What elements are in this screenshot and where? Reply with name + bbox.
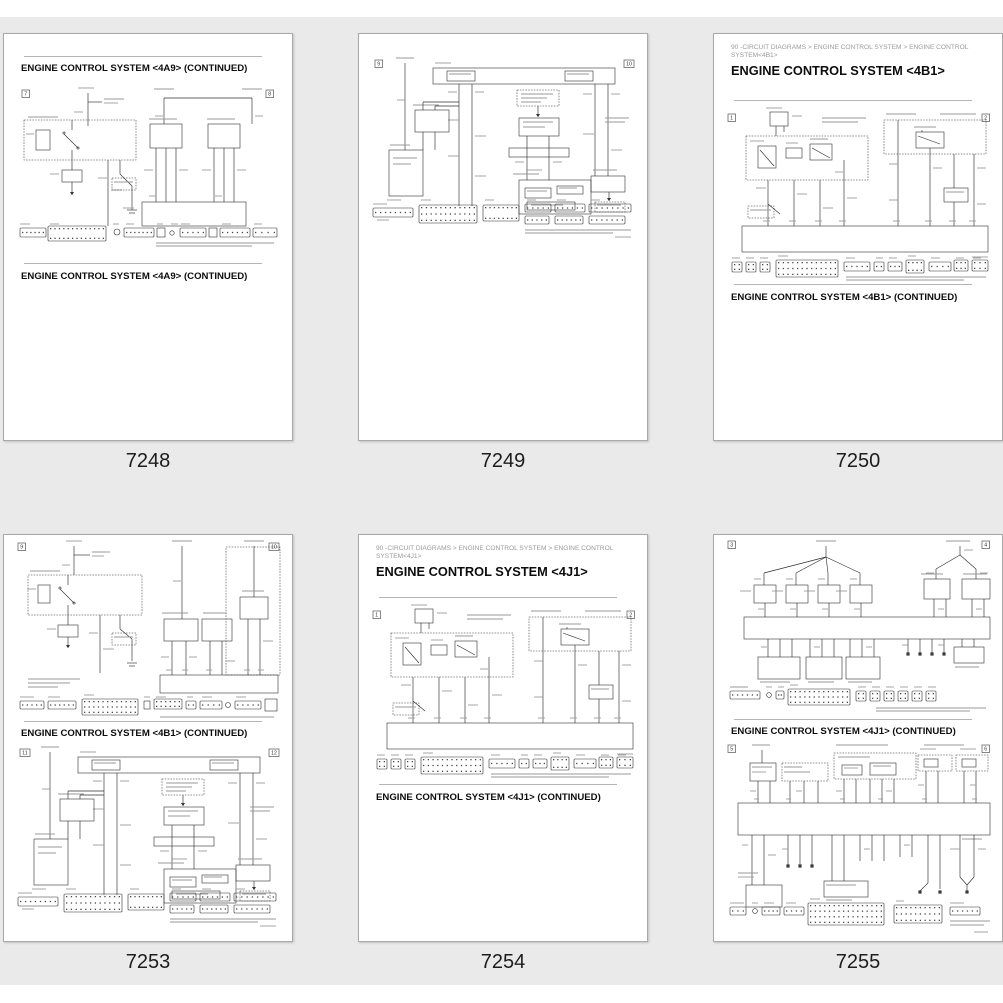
page-heading: ENGINE CONTROL SYSTEM <4B1> (CONTINUED) (21, 728, 248, 739)
divider (24, 721, 262, 722)
page-thumbnail: 90 -CIRCUIT DIAGRAMS > ENGINE CONTROL SY… (713, 33, 1003, 473)
page-number-label: 7253 (125, 951, 171, 973)
page-title: ENGINE CONTROL SYSTEM <4B1> (731, 63, 945, 78)
svg-text:2: 2 (629, 613, 632, 619)
divider (734, 100, 972, 101)
svg-text:5: 5 (730, 747, 733, 753)
wiring-diagram: 9 10 (372, 57, 635, 238)
page-number-label: 7248 (125, 450, 171, 472)
svg-text:2: 2 (984, 116, 987, 122)
breadcrumb-line: SYSTEM<4J1> (376, 553, 422, 561)
svg-text:10: 10 (626, 62, 632, 68)
page-number-label: 7249 (480, 450, 526, 472)
page-thumbnail: ENGINE CONTROL SYSTEM <4A9> (CONTINUED) … (3, 33, 293, 473)
wiring-diagram: 9 10 (17, 540, 281, 718)
svg-text:8: 8 (268, 92, 271, 98)
breadcrumb-line: 90 -CIRCUIT DIAGRAMS > ENGINE CONTROL SY… (376, 545, 614, 552)
divider (24, 263, 262, 264)
divider (734, 284, 972, 285)
svg-text:4: 4 (984, 543, 987, 549)
document-page[interactable]: 9 10 ENGINE CONTROL SYSTEM <4B1> (CONTINU… (3, 534, 293, 942)
page-thumbnail: 9 10 7249 (358, 33, 648, 473)
page-thumbnail: 90 -CIRCUIT DIAGRAMS > ENGINE CONTROL SY… (358, 534, 648, 974)
document-page[interactable]: ENGINE CONTROL SYSTEM <4A9> (CONTINUED) … (3, 33, 293, 441)
breadcrumb-line: SYSTEM<4B1> (731, 52, 778, 60)
svg-text:9: 9 (377, 62, 380, 68)
svg-text:10: 10 (271, 545, 277, 551)
breadcrumb-line: 90 -CIRCUIT DIAGRAMS > ENGINE CONTROL SY… (731, 44, 969, 51)
svg-text:6: 6 (984, 747, 987, 753)
page-breadcrumb: 90 -CIRCUIT DIAGRAMS > ENGINE CONTROL SY… (731, 44, 983, 61)
page-heading: ENGINE CONTROL SYSTEM <4A9> (CONTINUED) (21, 63, 248, 74)
page-number-label: 7254 (480, 951, 526, 973)
divider (734, 719, 972, 720)
page-breadcrumb: 90 -CIRCUIT DIAGRAMS > ENGINE CONTROL SY… (376, 545, 628, 562)
page-heading: ENGINE CONTROL SYSTEM <4A9> (CONTINUED) (21, 271, 248, 282)
document-page[interactable]: 90 -CIRCUIT DIAGRAMS > ENGINE CONTROL SY… (713, 33, 1003, 441)
document-page[interactable]: 9 10 (358, 33, 648, 441)
svg-text:1: 1 (375, 613, 378, 619)
page-number-label: 7250 (835, 450, 881, 472)
page-title: ENGINE CONTROL SYSTEM <4J1> (376, 564, 588, 579)
divider (379, 784, 617, 785)
svg-text:12: 12 (271, 751, 277, 757)
svg-text:1: 1 (730, 116, 733, 122)
divider (379, 597, 617, 598)
page-thumbnail: 9 10 ENGINE CONTROL SYSTEM <4B1> (CONTINU… (3, 534, 293, 974)
wiring-diagram: 11 12 (17, 746, 280, 927)
svg-text:3: 3 (730, 543, 733, 549)
page-number-label: 7255 (835, 951, 881, 973)
page-heading: ENGINE CONTROL SYSTEM <4J1> (CONTINUED) (731, 726, 956, 737)
page-heading: ENGINE CONTROL SYSTEM <4B1> (CONTINUED) (731, 292, 958, 303)
svg-text:7: 7 (24, 92, 27, 98)
svg-text:11: 11 (22, 751, 27, 757)
svg-text:9: 9 (20, 545, 23, 551)
page-heading: ENGINE CONTROL SYSTEM <4J1> (CONTINUED) (376, 792, 601, 803)
divider (24, 56, 262, 57)
document-page[interactable]: 90 -CIRCUIT DIAGRAMS > ENGINE CONTROL SY… (358, 534, 648, 942)
